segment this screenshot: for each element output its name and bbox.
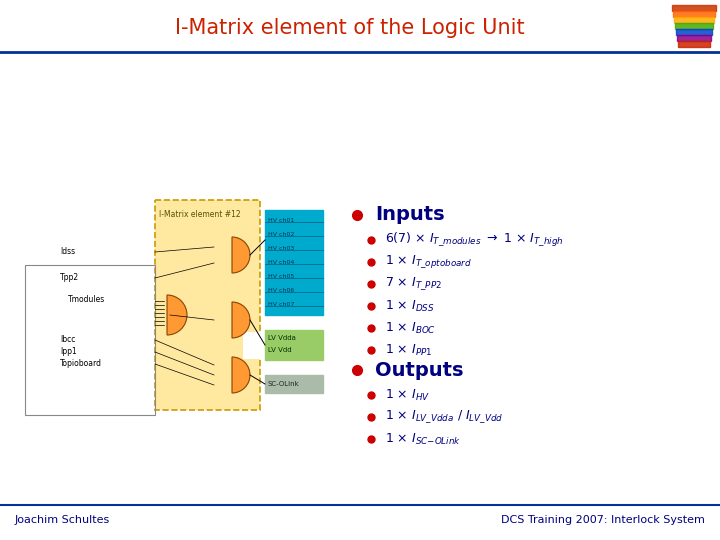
Text: HV ch05: HV ch05: [268, 274, 294, 279]
Text: 1 $\times$ $\mathit{I}_{BOC}$: 1 $\times$ $\mathit{I}_{BOC}$: [385, 320, 436, 335]
Text: Idss: Idss: [60, 247, 75, 256]
Text: HV ch03: HV ch03: [268, 246, 294, 251]
Bar: [674, 17, 714, 23]
Text: SC-OLink: SC-OLink: [268, 381, 300, 387]
Text: 1 $\times$ $\mathit{I}_{HV}$: 1 $\times$ $\mathit{I}_{HV}$: [385, 388, 430, 402]
Text: I-Matrix element of the Logic Unit: I-Matrix element of the Logic Unit: [175, 18, 525, 38]
Bar: [675, 23, 713, 29]
Text: Outputs: Outputs: [375, 361, 464, 380]
Text: 1 $\times$ $\mathit{I}_{T\_optoboard}$: 1 $\times$ $\mathit{I}_{T\_optoboard}$: [385, 253, 472, 271]
Text: Inputs: Inputs: [375, 206, 445, 225]
Bar: [265, 375, 323, 393]
Bar: [673, 11, 715, 17]
Text: HV ch07: HV ch07: [268, 302, 294, 307]
Text: DCS Training 2007: Interlock System: DCS Training 2007: Interlock System: [501, 515, 705, 525]
Wedge shape: [232, 357, 250, 393]
Text: HV ch04: HV ch04: [268, 260, 294, 265]
Bar: [677, 35, 711, 41]
Text: HV ch01: HV ch01: [268, 218, 294, 223]
Bar: [678, 41, 710, 47]
Text: 1 $\times$ $\mathit{I}_{PP1}$: 1 $\times$ $\mathit{I}_{PP1}$: [385, 342, 432, 357]
Bar: [676, 29, 712, 35]
Bar: [672, 5, 716, 11]
Text: I-Matrix element #12: I-Matrix element #12: [159, 210, 240, 219]
Text: Ipp1: Ipp1: [60, 348, 77, 356]
Text: LV Vdda: LV Vdda: [268, 335, 296, 341]
Text: Topioboard: Topioboard: [60, 360, 102, 368]
Text: LV Vdd: LV Vdd: [268, 347, 292, 353]
Bar: [265, 210, 323, 315]
Text: 1 $\times$ $\mathit{I}_{LV\_Vdda}$ / $\mathit{I}_{LV\_Vdd}$: 1 $\times$ $\mathit{I}_{LV\_Vdda}$ / $\m…: [385, 409, 503, 426]
Wedge shape: [232, 237, 250, 273]
Text: 7 $\times$ $\mathit{I}_{T\_PP2}$: 7 $\times$ $\mathit{I}_{T\_PP2}$: [385, 275, 442, 292]
Text: Tmodules: Tmodules: [68, 295, 105, 305]
Wedge shape: [232, 302, 250, 338]
Bar: [265, 330, 323, 360]
Text: HV ch02: HV ch02: [268, 232, 294, 237]
Text: Tpp2: Tpp2: [60, 273, 79, 282]
Text: 1 $\times$ $\mathit{I}_{SC\mathit{-}OLink}$: 1 $\times$ $\mathit{I}_{SC\mathit{-}OLin…: [385, 431, 461, 447]
Text: HV ch06: HV ch06: [268, 288, 294, 293]
Bar: [243, 332, 263, 358]
FancyBboxPatch shape: [155, 200, 260, 410]
Bar: [25, 265, 155, 415]
Text: Ibcc: Ibcc: [60, 335, 76, 345]
Text: Joachim Schultes: Joachim Schultes: [15, 515, 110, 525]
Text: 1 $\times$ $\mathit{I}_{DSS}$: 1 $\times$ $\mathit{I}_{DSS}$: [385, 299, 435, 314]
Text: 6(7) $\times$ $\mathit{I}_{T\_modules}$ $\rightarrow$ 1 $\times$ $\mathit{I}_{T\: 6(7) $\times$ $\mathit{I}_{T\_modules}$ …: [385, 231, 564, 249]
Wedge shape: [167, 295, 187, 335]
